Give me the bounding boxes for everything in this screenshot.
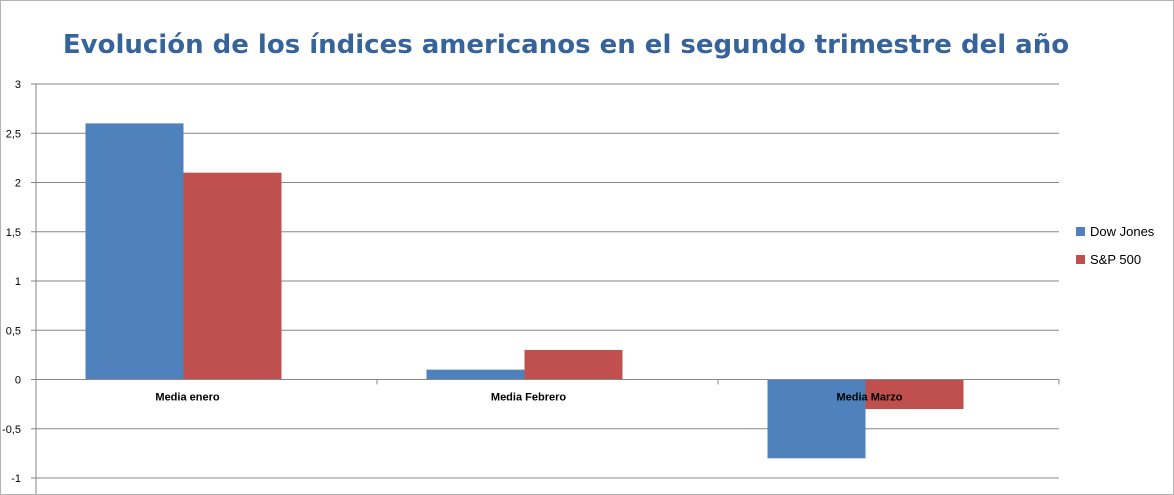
y-tick-label: 0,5 — [6, 325, 21, 337]
bar-s-p-500-0 — [183, 172, 282, 380]
axes — [31, 83, 1060, 494]
y-tick-label: 0 — [15, 375, 21, 387]
bar-s-p-500-1 — [524, 349, 623, 380]
bar-dow-jones-2 — [767, 379, 866, 459]
x-tick-label: Media enero — [155, 392, 219, 404]
y-tick-label: -1 — [11, 473, 21, 485]
y-tick-label: 2 — [15, 178, 21, 190]
legend-label: Dow Jones — [1090, 224, 1155, 239]
bar-dow-jones-0 — [85, 123, 184, 380]
legend-swatch — [1076, 227, 1085, 236]
y-tick-label: 3 — [15, 79, 21, 91]
chart-title: Evolución de los índices americanos en e… — [63, 30, 1069, 60]
bar-s-p-500-2 — [865, 379, 964, 410]
y-tick-label: 2,5 — [6, 128, 21, 140]
y-tick-label: 1 — [15, 276, 21, 288]
bars — [85, 123, 964, 459]
bar-dow-jones-1 — [426, 369, 525, 380]
y-tick-label: 1,5 — [6, 227, 21, 239]
x-tick-label: Media Marzo — [836, 392, 902, 404]
axis-labels: 3 2,5 2 1,5 1 0,5 0 -0,5 -1 Media enero Media Febr… — [2, 79, 903, 485]
legend-swatch — [1076, 255, 1085, 264]
legend: Dow Jones S&P 500 — [1076, 224, 1155, 267]
y-tick-label: -0,5 — [2, 424, 21, 436]
x-tick-label: Media Febrero — [491, 392, 566, 404]
legend-label: S&P 500 — [1090, 252, 1141, 267]
